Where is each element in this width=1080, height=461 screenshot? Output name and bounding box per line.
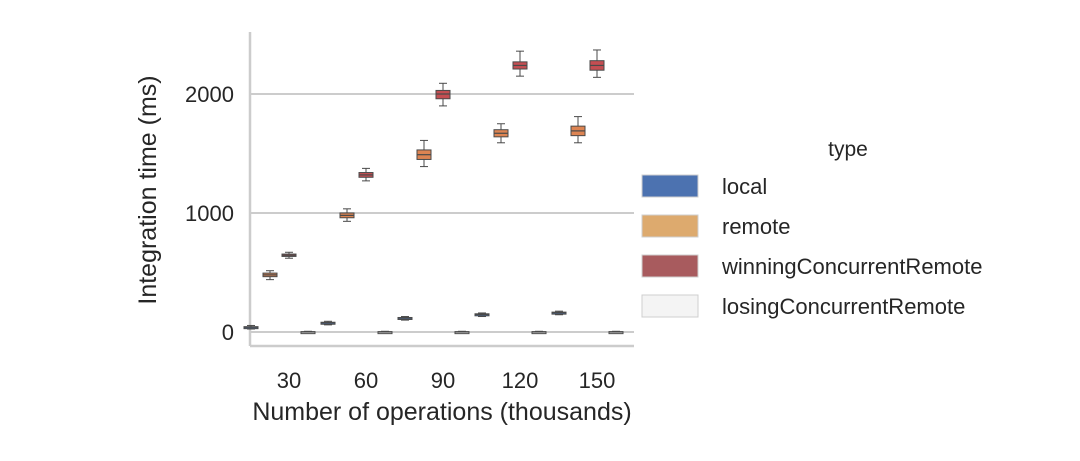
x-tick-label-120: 120	[502, 368, 539, 393]
y-axis-title: Integration time (ms)	[134, 75, 162, 304]
y-tick-label-1000: 1000	[185, 201, 234, 226]
x-tick-label-90: 90	[431, 368, 455, 393]
y-tick-label-0: 0	[222, 320, 234, 345]
x-tick-label-150: 150	[579, 368, 616, 393]
legend-title: type	[828, 138, 868, 161]
x-tick-label-60: 60	[354, 368, 378, 393]
legend-label-remote: remote	[722, 214, 790, 239]
legend-swatch-local	[641, 174, 699, 198]
legend-swatch-winningConcurrentRemote	[641, 254, 699, 278]
y-tick-label-2000: 2000	[185, 82, 234, 107]
x-tick-label-30: 30	[277, 368, 301, 393]
legend-swatch-remote	[641, 214, 699, 238]
legend-label-losingConcurrentRemote: losingConcurrentRemote	[722, 294, 965, 319]
legend-swatch-losingConcurrentRemote	[641, 294, 699, 318]
legend-label-local: local	[722, 174, 767, 199]
legend-label-winningConcurrentRemote: winningConcurrentRemote	[721, 254, 982, 279]
x-axis-title: Number of operations (thousands)	[252, 398, 631, 426]
